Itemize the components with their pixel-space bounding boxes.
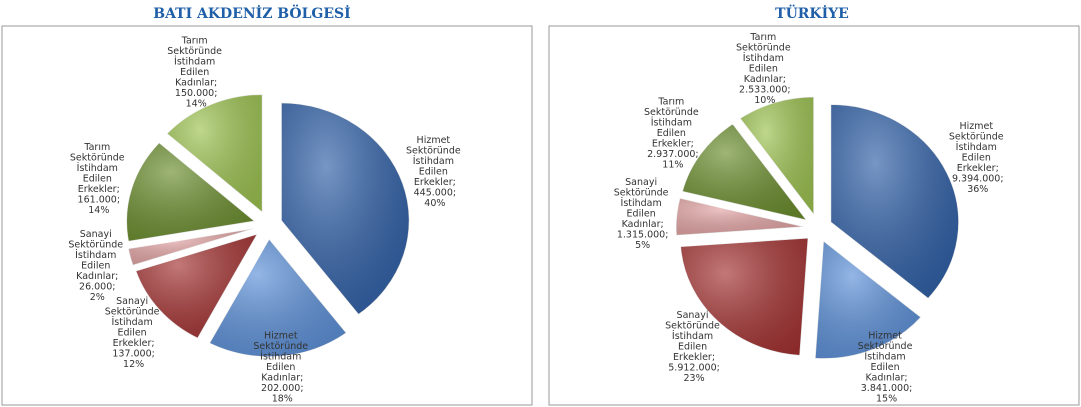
data-label-value: 9.394.000;: [952, 174, 1004, 185]
data-label-percent: 40%: [424, 198, 445, 209]
slice-shade: [815, 240, 921, 359]
data-label-value: 2.937.000;: [647, 149, 699, 160]
data-label-value: 3.841.000;: [861, 383, 913, 394]
data-label-category: Tarım Sektöründe İstihdam Edilen Erkekle…: [644, 97, 702, 150]
panel-frame: [1, 25, 533, 406]
chart-title: TÜRKİYE: [775, 3, 849, 22]
slice-shade: [740, 96, 814, 215]
data-label-value: 161.000;: [78, 195, 121, 206]
data-label-value: 137.000;: [112, 349, 155, 360]
data-label-category: Hizmet Sektöründe İstihdam Edilen Kadınl…: [253, 331, 311, 384]
slice-shade: [209, 238, 347, 357]
panel-frame: [548, 25, 1080, 406]
data-label-category: Sanayi Sektöründe İstihdam Edilen Erkekl…: [665, 310, 723, 363]
data-label-value: 26.000;: [79, 281, 115, 292]
slice-shade: [682, 123, 807, 221]
data-label-percent: 15%: [876, 394, 897, 405]
slice-shade: [166, 94, 263, 213]
slice-shade: [135, 234, 258, 339]
slice-shade: [676, 198, 805, 236]
data-label-percent: 12%: [123, 359, 144, 370]
data-label-category: Tarım Sektöründe İstihdam Edilen Erkekle…: [70, 142, 128, 195]
slice-shade: [680, 237, 809, 356]
data-label-category: Tarım Sektöründe İstihdam Edilen Kadınla…: [736, 32, 794, 85]
data-label-percent: 18%: [272, 394, 293, 405]
data-label-category: Tarım Sektöründe İstihdam Edilen Kadınla…: [167, 36, 225, 89]
data-label-category: Sanayi Sektöründe İstihdam Edilen Erkekl…: [105, 296, 163, 349]
slice-shade: [830, 104, 959, 299]
data-label-value: 2.533.000;: [739, 84, 791, 95]
data-label-percent: 36%: [967, 184, 988, 195]
data-label-category: Hizmet Sektöründe İstihdam Edilen Kadınl…: [858, 331, 916, 384]
slice-shade: [128, 228, 255, 266]
data-label-percent: 10%: [754, 95, 775, 106]
data-label-percent: 11%: [662, 160, 683, 171]
data-label-category: Sanayi Sektöründe İstihdam Edilen Kadınl…: [68, 229, 126, 282]
data-label-percent: 5%: [635, 240, 650, 251]
slice-shade: [126, 142, 255, 242]
data-label-category: Sanayi Sektöründe İstihdam Edilen Kadınl…: [614, 177, 672, 230]
data-label-percent: 2%: [90, 292, 105, 303]
data-label-percent: 14%: [88, 205, 109, 216]
data-label-value: 150.000;: [175, 88, 218, 99]
data-label-value: 202.000;: [261, 383, 304, 394]
data-label-value: 1.315.000;: [617, 229, 669, 240]
data-label-category: Hizmet Sektöründe İstihdam Edilen Erkekl…: [406, 135, 464, 188]
data-label-category: Hizmet Sektöründe İstihdam Edilen Erkekl…: [949, 121, 1007, 174]
slice-shade: [281, 102, 410, 315]
data-label-percent: 23%: [683, 373, 704, 384]
chart-title: BATI AKDENİZ BÖLGESİ: [153, 3, 350, 22]
data-label-percent: 14%: [186, 99, 207, 110]
data-label-value: 445.000;: [414, 188, 457, 199]
data-label-value: 5.912.000;: [668, 362, 720, 373]
